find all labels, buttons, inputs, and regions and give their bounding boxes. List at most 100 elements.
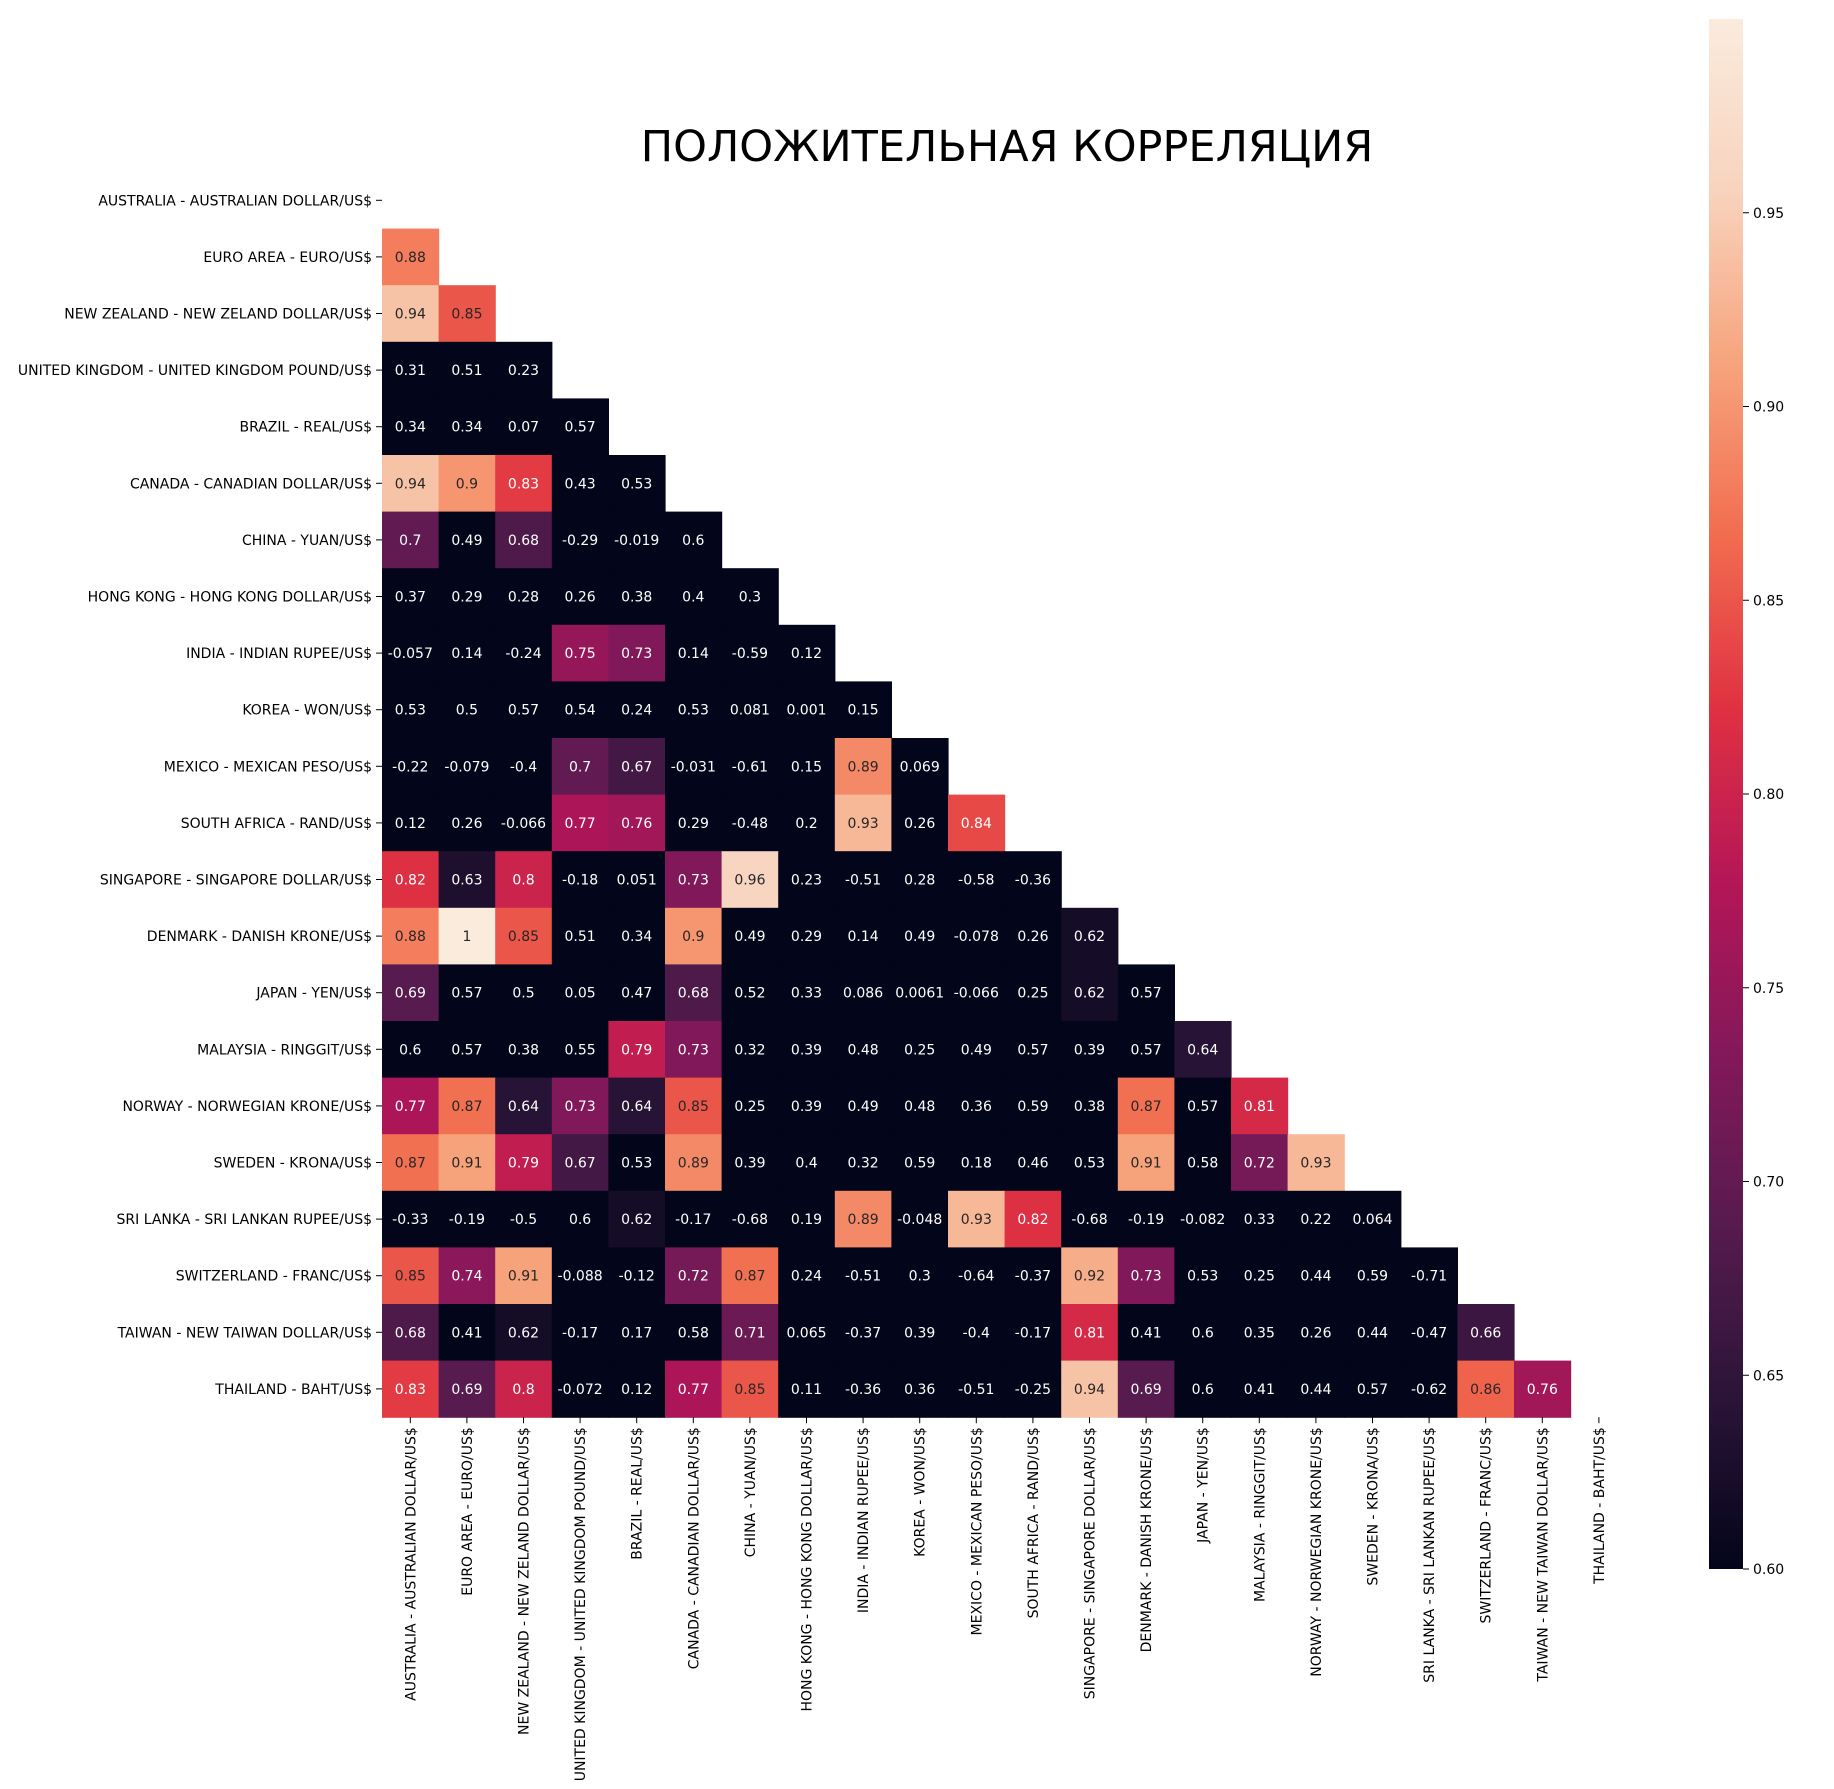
heatmap-cell: [778, 1360, 836, 1418]
column-label: THAILAND - BAHT/US$: [1592, 1427, 1608, 1585]
heatmap-cell: [1061, 1360, 1119, 1418]
heatmap-cell: [1061, 1247, 1119, 1305]
heatmap-cell: [438, 1021, 496, 1079]
heatmap-cell: [382, 285, 440, 343]
heatmap-cell: [1117, 1077, 1175, 1135]
cell-value-label: 0.17: [621, 1325, 652, 1341]
column-label: SOUTH AFRICA - RAND/US$: [1026, 1427, 1042, 1618]
heatmap-cell: [382, 511, 440, 569]
heatmap-cell: [495, 455, 553, 513]
heatmap-cell: [438, 1190, 496, 1248]
cell-value-label: -0.51: [958, 1382, 994, 1398]
heatmap-cell: [382, 1360, 440, 1418]
column-label: UNITED KINGDOM - UNITED KINGDOM POUND/US…: [573, 1427, 589, 1781]
cell-value-label: -0.36: [845, 1382, 881, 1398]
cell-value-label: -0.082: [1180, 1212, 1225, 1228]
heatmap-cell: [495, 1304, 553, 1362]
row-label: INDIA - INDIAN RUPEE/US$: [186, 646, 372, 662]
heatmap-cell: [948, 1077, 1006, 1135]
heatmap-cell: [495, 511, 553, 569]
heatmap-cell: [834, 1190, 892, 1248]
heatmap-cell: [382, 794, 440, 852]
cell-value-label: -0.48: [732, 816, 768, 832]
cell-value-label: 0.59: [1357, 1269, 1388, 1285]
heatmap-cell: [834, 851, 892, 909]
heatmap-cell: [1457, 1360, 1515, 1418]
heatmap-cell: [382, 1077, 440, 1135]
heatmap-cells: 0.880.94 0.850.31 0.51 0.230.34 0.34 0.07 0.57…: [382, 228, 1572, 1418]
heatmap-cell: [891, 1360, 949, 1418]
cell-value-label: 0.77: [565, 816, 596, 832]
cell-value-label: 0.57: [1357, 1382, 1388, 1398]
heatmap-cell: [834, 1360, 892, 1418]
heatmap-cell: [948, 794, 1006, 852]
heatmap-cell: [778, 1021, 836, 1079]
heatmap-cell: [721, 568, 779, 626]
cell-value-label: 0.87: [451, 1099, 482, 1115]
cell-value-label: 0.081: [730, 703, 770, 719]
heatmap-cell: [891, 1134, 949, 1192]
heatmap-cell: [948, 1190, 1006, 1248]
cell-value-label: 0.53: [621, 1156, 652, 1172]
heatmap-cell: [665, 794, 723, 852]
cell-value-label: 0.71: [734, 1325, 765, 1341]
heatmap-cell: [948, 851, 1006, 909]
cell-value-label: -0.4: [963, 1325, 990, 1341]
cell-value-label: 0.064: [1352, 1212, 1392, 1228]
cell-value-label: 0.57: [1131, 986, 1162, 1002]
cell-value-label: 0.73: [621, 646, 652, 662]
heatmap-cell: [495, 398, 553, 456]
heatmap-cell: [1061, 1190, 1119, 1248]
heatmap-cell: [495, 1021, 553, 1079]
cell-value-label: 0.82: [1017, 1212, 1048, 1228]
cell-value-label: 0.41: [1244, 1382, 1275, 1398]
cell-value-label: 0.58: [678, 1325, 709, 1341]
heatmap-cell: [1174, 1360, 1232, 1418]
heatmap-cell: [665, 738, 723, 796]
cell-value-label: -0.51: [845, 873, 881, 889]
cell-value-label: 0.23: [508, 363, 539, 379]
heatmap-cell: [891, 851, 949, 909]
row-label: SWEDEN - KRONA/US$: [214, 1156, 372, 1172]
cell-value-label: 0.76: [621, 816, 652, 832]
colorbar-tick-label: 0.65: [1753, 1368, 1784, 1384]
heatmap-cell: [438, 1360, 496, 1418]
cell-value-label: 0.39: [904, 1325, 935, 1341]
heatmap-cell: [1174, 1247, 1232, 1305]
heatmap-cell: [495, 341, 553, 399]
heatmap-cell: [1514, 1360, 1572, 1418]
heatmap-cell: [551, 398, 609, 456]
heatmap-cell: [721, 624, 779, 682]
cell-value-label: 0.74: [451, 1269, 482, 1285]
cell-value-label: 0.28: [508, 590, 539, 606]
heatmap-cell: [551, 681, 609, 739]
cell-value-label: 0.54: [565, 703, 596, 719]
row-label: SINGAPORE - SINGAPORE DOLLAR/US$: [100, 873, 372, 889]
heatmap-cell: [495, 1134, 553, 1192]
heatmap-cell: [495, 1247, 553, 1305]
cell-value-label: -0.68: [1071, 1212, 1107, 1228]
cell-value-label: 0.6: [682, 533, 704, 549]
cell-value-label: -0.019: [614, 533, 659, 549]
cell-value-label: 0.64: [621, 1099, 652, 1115]
heatmap-cell: [551, 851, 609, 909]
cell-value-label: 0.14: [848, 929, 879, 945]
heatmap-cell: [721, 1190, 779, 1248]
row-label: DENMARK - DANISH KRONE/US$: [147, 929, 372, 945]
cell-value-label: -0.18: [562, 873, 598, 889]
cell-value-label: 0.94: [395, 476, 426, 492]
heatmap-cell: [834, 681, 892, 739]
heatmap-cell: [834, 1134, 892, 1192]
heatmap-cell: [495, 568, 553, 626]
cell-value-label: 0.66: [1470, 1325, 1501, 1341]
cell-value-label: 0.39: [734, 1156, 765, 1172]
cell-value-label: 0.59: [904, 1156, 935, 1172]
heatmap-cell: [1174, 1190, 1232, 1248]
heatmap-cell: [1344, 1360, 1402, 1418]
cell-value-label: -0.048: [897, 1212, 942, 1228]
heatmap-cell: [551, 455, 609, 513]
cell-value-label: 0.22: [1300, 1212, 1331, 1228]
cell-value-label: 0.25: [904, 1042, 935, 1058]
heatmap-cell: [834, 738, 892, 796]
colorbar-tick-label: 0.90: [1753, 400, 1784, 416]
